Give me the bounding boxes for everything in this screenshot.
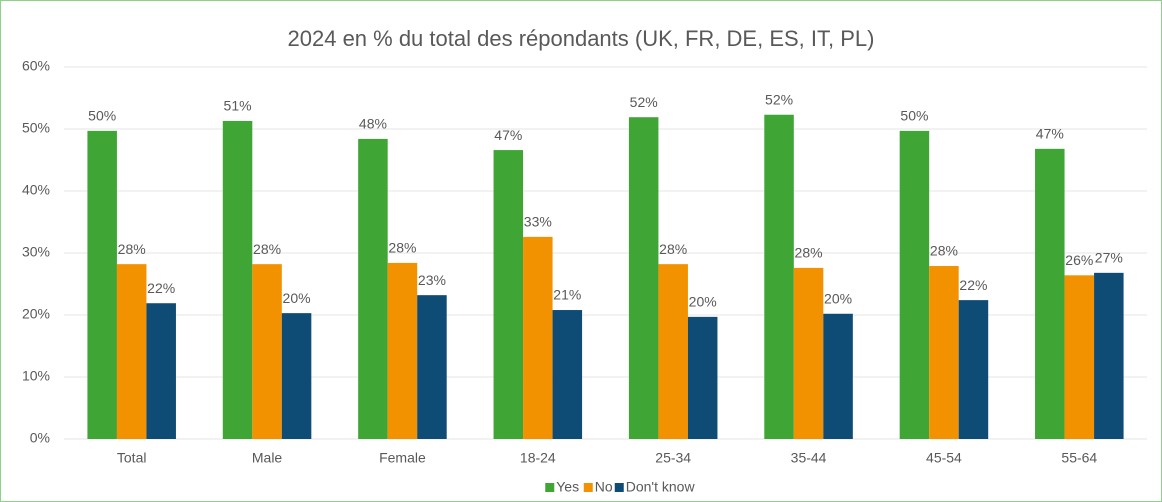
bar: [764, 114, 794, 440]
y-tick-label: 40%: [22, 182, 50, 198]
data-label: 26%: [1065, 252, 1093, 268]
x-tick-label: 55-64: [1061, 450, 1097, 466]
data-label: 28%: [118, 241, 146, 257]
bar: [823, 313, 853, 439]
bar: [552, 310, 583, 439]
y-tick-label: 0%: [30, 430, 50, 446]
bar: [687, 316, 718, 439]
data-label: 20%: [824, 290, 852, 306]
bar: [116, 264, 147, 439]
x-tick-label: Male: [252, 450, 283, 466]
bar: [658, 264, 688, 439]
bar: [358, 138, 388, 440]
bar: [958, 300, 989, 439]
data-label: 28%: [795, 245, 823, 261]
y-tick-label: 20%: [22, 306, 50, 322]
y-tick-label: 60%: [22, 58, 50, 74]
legend-label: Yes: [556, 479, 579, 495]
bar: [387, 262, 418, 439]
legend-swatch: [614, 483, 624, 492]
y-tick-label: 10%: [22, 368, 50, 384]
bar: [628, 117, 659, 439]
data-label: 20%: [283, 290, 311, 306]
x-tick-label: 18-24: [520, 450, 556, 466]
x-tick-label: Total: [117, 450, 147, 466]
data-label: 20%: [689, 294, 717, 310]
data-label: 22%: [959, 277, 987, 293]
data-label: 47%: [494, 127, 522, 143]
data-label: 52%: [630, 94, 658, 110]
x-tick-label: 45-54: [926, 450, 962, 466]
bar: [929, 266, 959, 439]
data-label: 28%: [930, 243, 958, 259]
data-label: 51%: [224, 98, 252, 114]
legend-label: No: [595, 479, 613, 495]
data-label: 28%: [253, 241, 281, 257]
data-label: 27%: [1095, 250, 1123, 266]
data-label: 47%: [1036, 126, 1064, 142]
data-label: 50%: [88, 108, 116, 124]
bar: [793, 267, 824, 439]
data-label: 48%: [359, 116, 387, 132]
bar: [417, 295, 447, 439]
x-tick-label: Female: [379, 450, 426, 466]
x-tick-label: 35-44: [791, 450, 827, 466]
bar: [899, 130, 930, 440]
bar: [281, 313, 312, 439]
bar: [523, 236, 553, 439]
legend-swatch: [545, 483, 555, 492]
data-label: 28%: [388, 240, 416, 256]
bar: [87, 130, 117, 440]
bar: [222, 120, 253, 439]
chart-title: 2024 en % du total des répondants (UK, F…: [288, 26, 875, 51]
bar: [252, 264, 282, 439]
data-label: 28%: [659, 241, 687, 257]
data-label: 23%: [418, 272, 446, 288]
data-label: 50%: [900, 108, 928, 124]
bar: [493, 150, 524, 439]
y-tick-label: 50%: [22, 120, 50, 136]
data-label: 33%: [524, 214, 552, 230]
bar: [146, 303, 176, 439]
bar: [1094, 272, 1124, 439]
data-label: 22%: [147, 280, 175, 296]
legend-swatch: [583, 483, 593, 492]
data-label: 21%: [553, 287, 581, 303]
x-tick-label: 25-34: [655, 450, 691, 466]
bar: [1035, 148, 1065, 439]
legend-label: Don't know: [626, 479, 696, 495]
data-label: 52%: [765, 91, 793, 107]
bar: [1064, 275, 1095, 439]
y-tick-label: 30%: [22, 244, 50, 260]
